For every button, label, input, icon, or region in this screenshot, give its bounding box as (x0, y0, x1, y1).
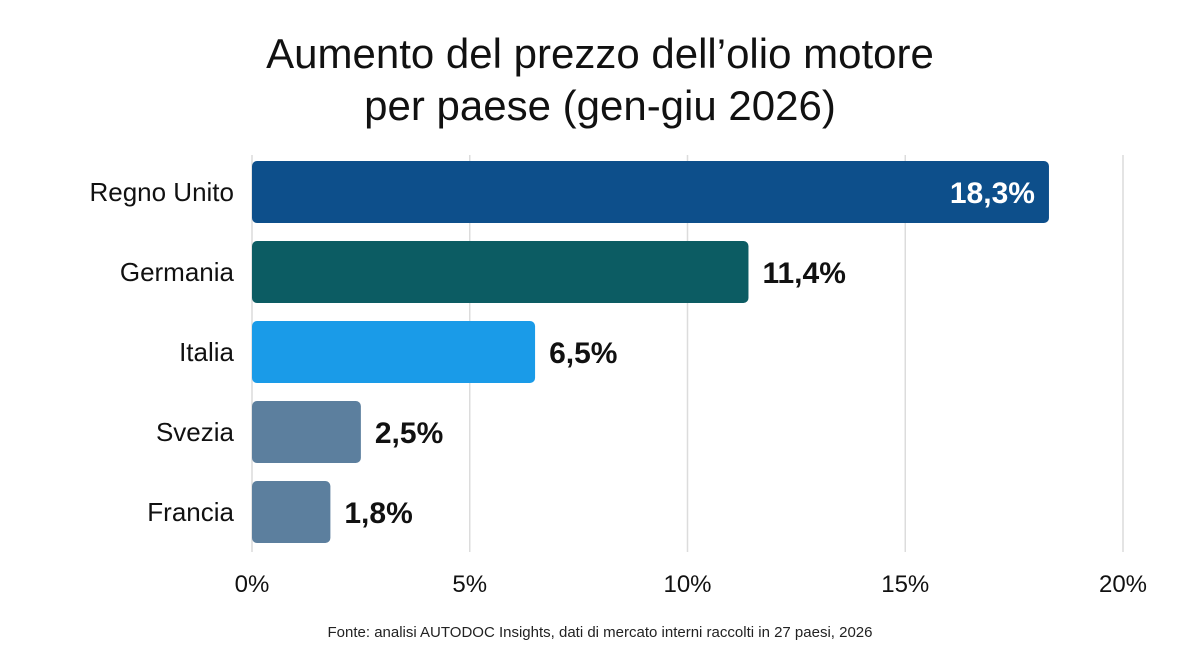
bar-2 (252, 321, 536, 383)
source-note: Fonte: analisi AUTODOC Insights, dati di… (327, 624, 873, 641)
chart-title-line-1: Aumento del prezzo dell’olio motore (266, 30, 934, 77)
category-label-0: Regno Unito (89, 177, 234, 207)
bar-1 (252, 241, 749, 303)
chart-title: Aumento del prezzo dell’olio motore per … (0, 28, 1200, 132)
value-label-2: 6,5% (549, 337, 617, 370)
x-tick-label-2: 10% (663, 571, 711, 598)
chart-title-line-2: per paese (gen-giu 2026) (364, 82, 836, 129)
x-tick-label-0: 0% (235, 571, 270, 598)
value-label-3: 2,5% (375, 417, 443, 450)
category-label-1: Germania (120, 257, 235, 287)
value-label-0: 18,3% (950, 177, 1035, 210)
x-tick-label-1: 5% (452, 571, 487, 598)
value-label-1: 11,4% (762, 257, 845, 290)
value-label-4: 1,8% (344, 497, 412, 530)
x-tick-label-4: 20% (1099, 571, 1147, 598)
bar-0 (252, 161, 1049, 223)
category-label-4: Francia (147, 497, 234, 527)
bar-3 (252, 401, 361, 463)
category-label-3: Svezia (156, 417, 235, 447)
bar-chart: Regno Unito 18,3% Germania 11,4% Italia 6,5% S… (89, 155, 1147, 598)
bar-4 (252, 481, 331, 543)
category-label-2: Italia (179, 337, 234, 367)
x-tick-label-3: 15% (881, 571, 929, 598)
